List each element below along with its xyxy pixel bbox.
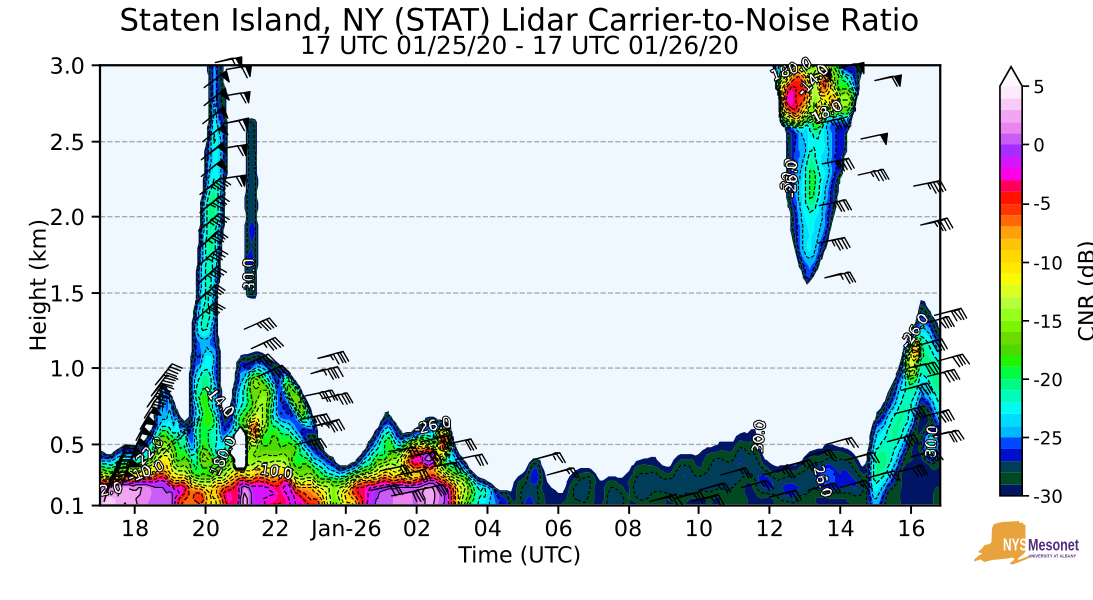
svg-text:Mesonet: Mesonet bbox=[1028, 536, 1079, 555]
svg-text:UNIVERSITY AT ALBANY: UNIVERSITY AT ALBANY bbox=[1029, 553, 1077, 558]
svg-text:NYS: NYS bbox=[1003, 535, 1027, 555]
